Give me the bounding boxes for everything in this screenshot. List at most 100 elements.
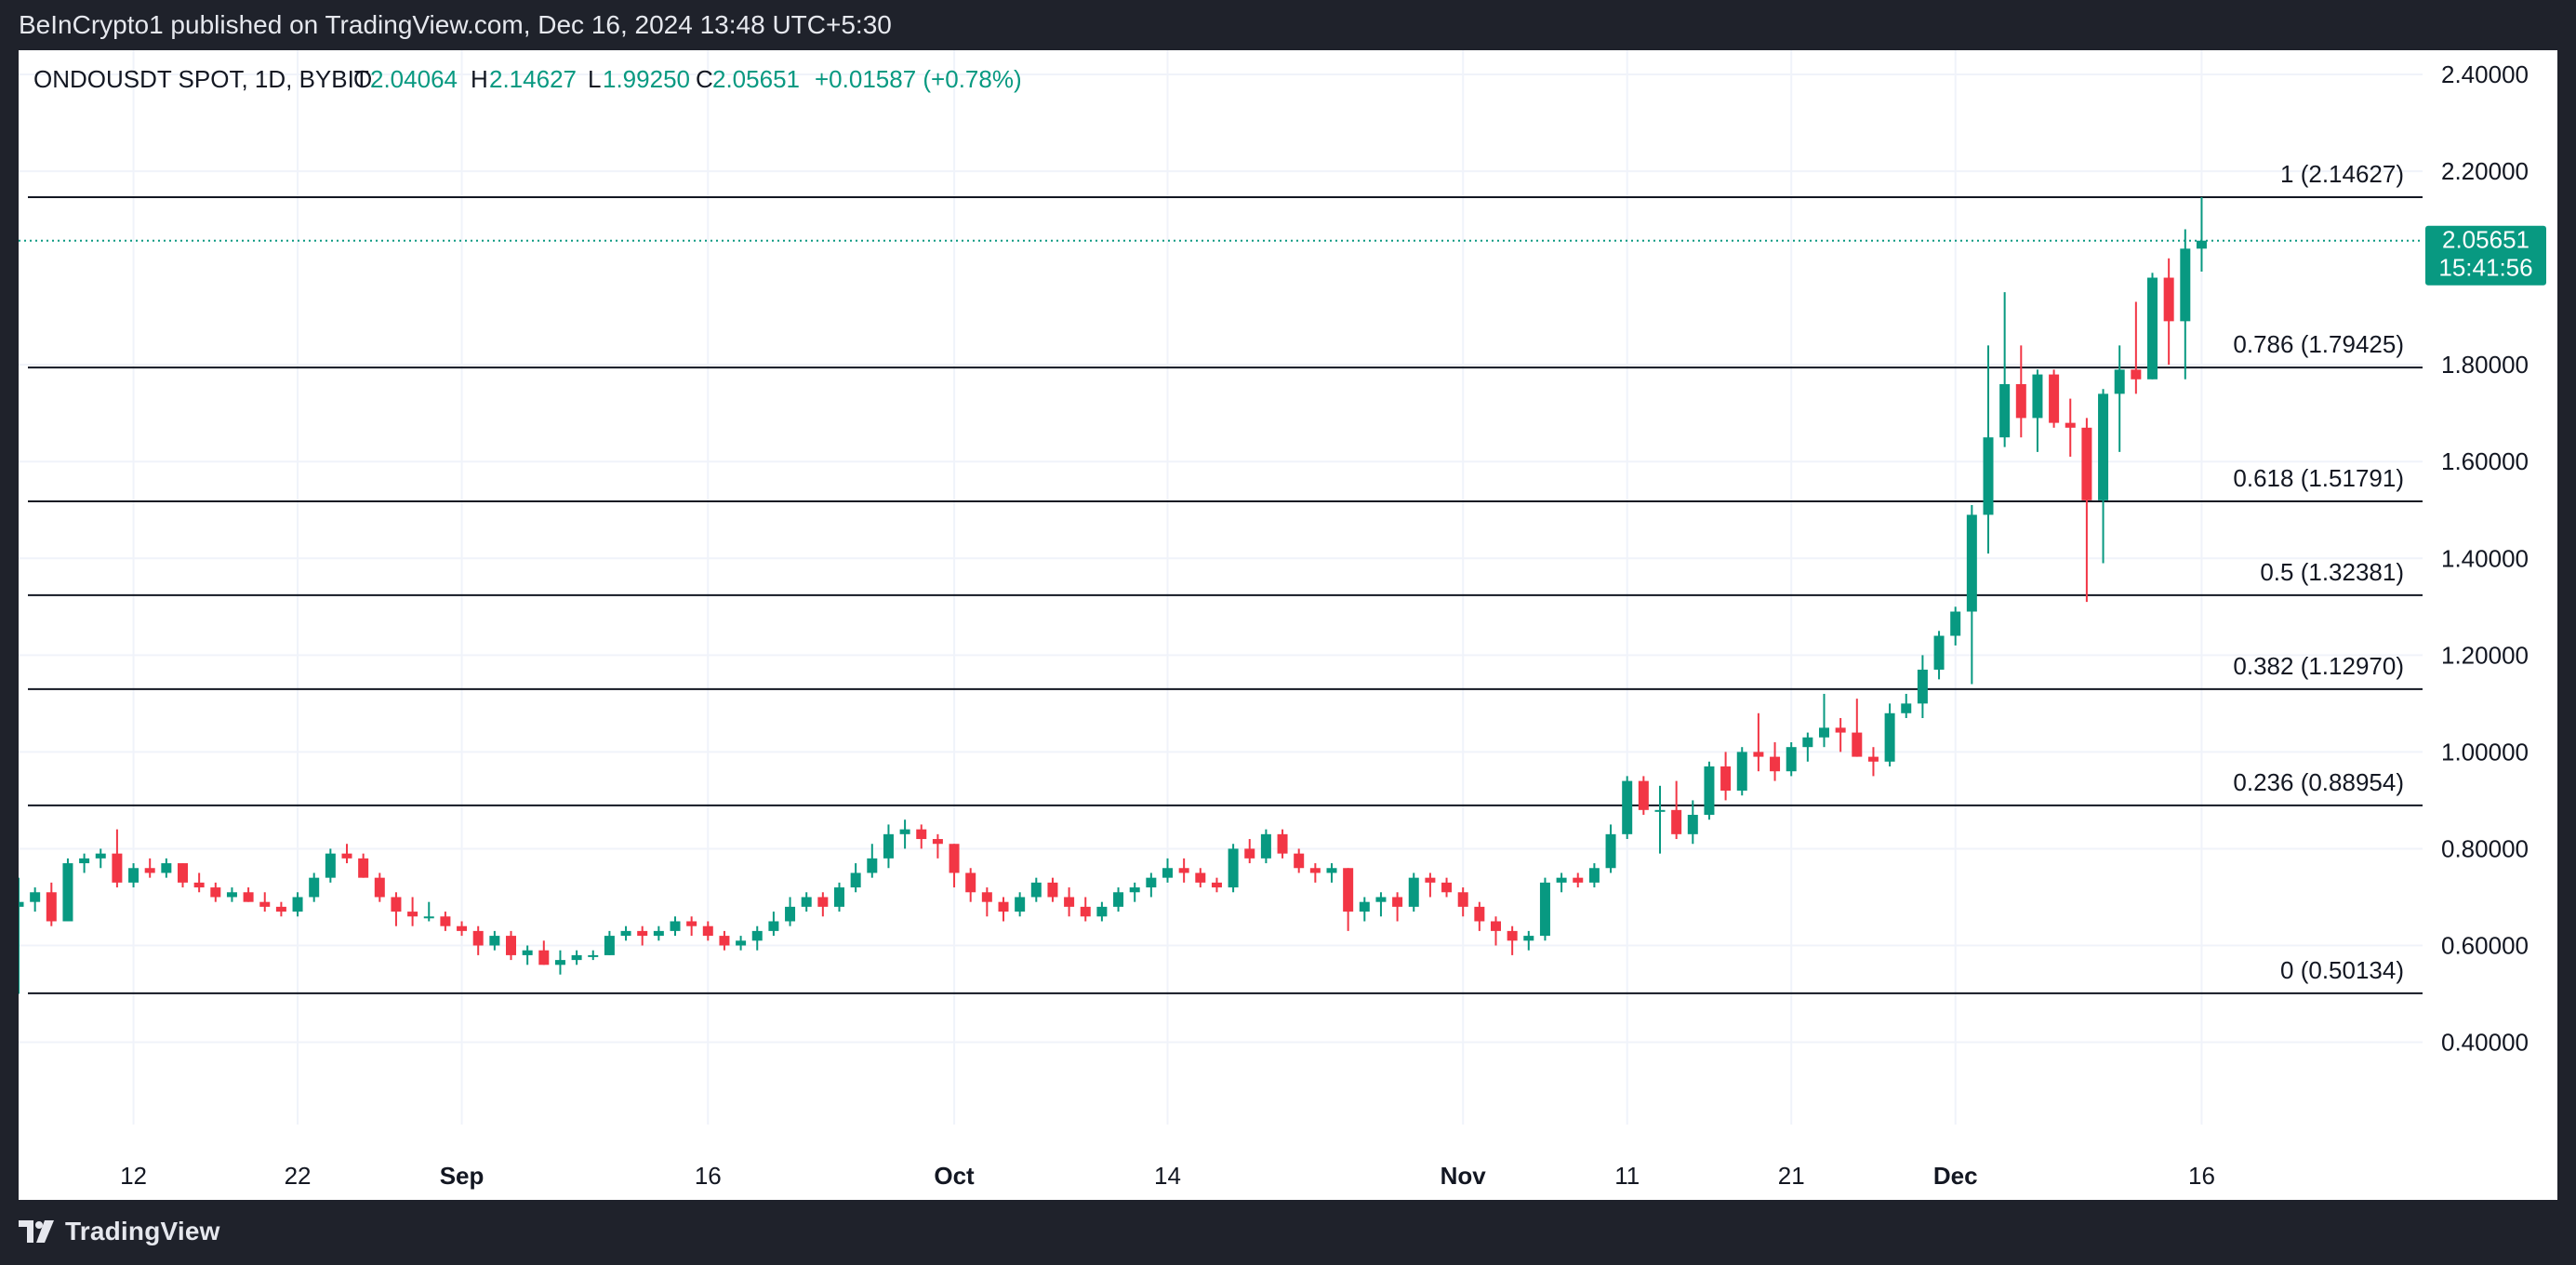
candle-body — [1917, 669, 1928, 704]
candle-body — [95, 853, 106, 859]
candle-down — [1753, 712, 1764, 772]
candle-body — [637, 930, 648, 937]
candle-up — [867, 844, 878, 878]
candle-body — [719, 936, 730, 946]
candle-down — [1277, 829, 1288, 859]
legend-close-value: 2.05651 — [712, 65, 800, 93]
candle-up — [1146, 872, 1157, 898]
candle-up — [226, 887, 237, 902]
candle-body — [1999, 383, 2011, 438]
candle-body — [620, 930, 631, 937]
candle-down — [2081, 418, 2092, 603]
candle-up — [95, 848, 106, 869]
candle-body — [2081, 427, 2092, 500]
candle-up — [1819, 693, 1829, 748]
candle-up — [423, 901, 434, 922]
time-axis-label: Sep — [440, 1162, 485, 1190]
time-axis-label: 12 — [120, 1162, 147, 1190]
candle-body — [1096, 906, 1108, 917]
candle-up — [1933, 631, 1945, 680]
candle-up — [309, 872, 320, 902]
candle-body — [1474, 906, 1485, 922]
candle-up — [1736, 747, 1747, 796]
candle-up — [1950, 606, 1961, 646]
current-price-tag-bg — [2425, 225, 2546, 286]
candle-up — [571, 950, 582, 965]
candle-down — [1294, 848, 1305, 873]
candle-body — [1359, 901, 1370, 912]
time-axis-label: 16 — [695, 1162, 722, 1190]
candle-body — [1260, 833, 1271, 859]
price-axis-label: 1.80000 — [2441, 351, 2529, 379]
candle-down — [506, 930, 516, 961]
legend-symbol: ONDOUSDT SPOT, 1D, BYBIT — [33, 65, 369, 93]
candle-down — [916, 824, 927, 849]
candle-body — [653, 930, 664, 937]
candle-body — [785, 906, 796, 922]
candlestick-chart[interactable]: 1 (2.14627) 0.786 (1.79425) 0.618 (1.51791… — [19, 50, 2557, 1200]
candle-up — [325, 848, 336, 883]
price-axis[interactable]: 2.40000 2.20000 1.80000 1.60000 1.40000 1.200… — [2441, 60, 2529, 1057]
time-axis[interactable]: 12 22 Sep 16 Oct 14 Nov 11 21 Dec 16 — [120, 1162, 2215, 1190]
fib-level-label: 0 (0.50134) — [2280, 956, 2404, 984]
candle-up — [736, 936, 747, 951]
candle-up — [670, 916, 681, 937]
candle-up — [850, 863, 861, 893]
candle-up — [2147, 273, 2158, 380]
candle-down — [981, 887, 992, 917]
candle-down — [1441, 877, 1453, 898]
candle-down — [1474, 901, 1485, 931]
candle-body — [2065, 422, 2076, 428]
candle-up — [1228, 844, 1239, 893]
candle-body — [30, 892, 41, 902]
candle-down — [391, 892, 402, 926]
candle-body — [1852, 732, 1863, 757]
candle-body — [79, 858, 90, 864]
footer-bar: TradingView — [0, 1200, 2576, 1265]
candle-down — [358, 853, 369, 878]
candle-body — [128, 868, 139, 883]
candle-up — [554, 950, 565, 975]
legend-change-value: +0.01587 (+0.78%) — [815, 65, 1022, 93]
candle-body — [554, 960, 565, 965]
candle-body — [62, 863, 73, 922]
tradingview-logo[interactable]: TradingView — [19, 1215, 220, 1248]
candle-body — [1983, 437, 1994, 515]
candle-body — [1884, 712, 1895, 762]
candle-body — [2015, 383, 2026, 419]
chart-panel[interactable]: 1 (2.14627) 0.786 (1.79425) 0.618 (1.51791… — [19, 50, 2557, 1200]
candle-body — [2032, 374, 2043, 419]
candle-down — [817, 892, 829, 917]
candle-body — [1867, 756, 1879, 762]
candle-body — [1770, 756, 1781, 772]
candle-up — [604, 930, 615, 955]
candle-body — [1933, 635, 1945, 670]
candle-body — [358, 858, 369, 878]
candle-down — [1064, 887, 1075, 917]
candle-up — [1129, 882, 1140, 902]
candle-body — [1720, 766, 1732, 792]
candle-down — [407, 897, 418, 926]
candle-down — [243, 887, 254, 902]
candle-up — [1260, 829, 1271, 864]
candle-body — [817, 897, 829, 907]
candle-up — [1408, 872, 1419, 912]
candle-down — [2163, 258, 2174, 366]
candle-up — [79, 853, 90, 873]
candle-down — [949, 844, 960, 888]
candle-up — [1654, 785, 1666, 854]
candle-up — [19, 877, 24, 994]
candle-down — [1457, 887, 1468, 917]
candle-body — [1539, 882, 1550, 937]
grid-layer — [19, 50, 2423, 1125]
candle-down — [2131, 301, 2142, 394]
candle-up — [489, 930, 500, 951]
price-axis-label: 1.00000 — [2441, 738, 2529, 766]
candle-body — [391, 897, 402, 912]
candle-body — [1294, 853, 1305, 869]
candle-body — [1277, 833, 1288, 854]
time-axis-label: Nov — [1441, 1162, 1487, 1190]
fib-level-label: 0.5 (1.32381) — [2260, 558, 2404, 586]
candle-body — [1638, 780, 1649, 810]
candle-body — [1654, 809, 1666, 812]
